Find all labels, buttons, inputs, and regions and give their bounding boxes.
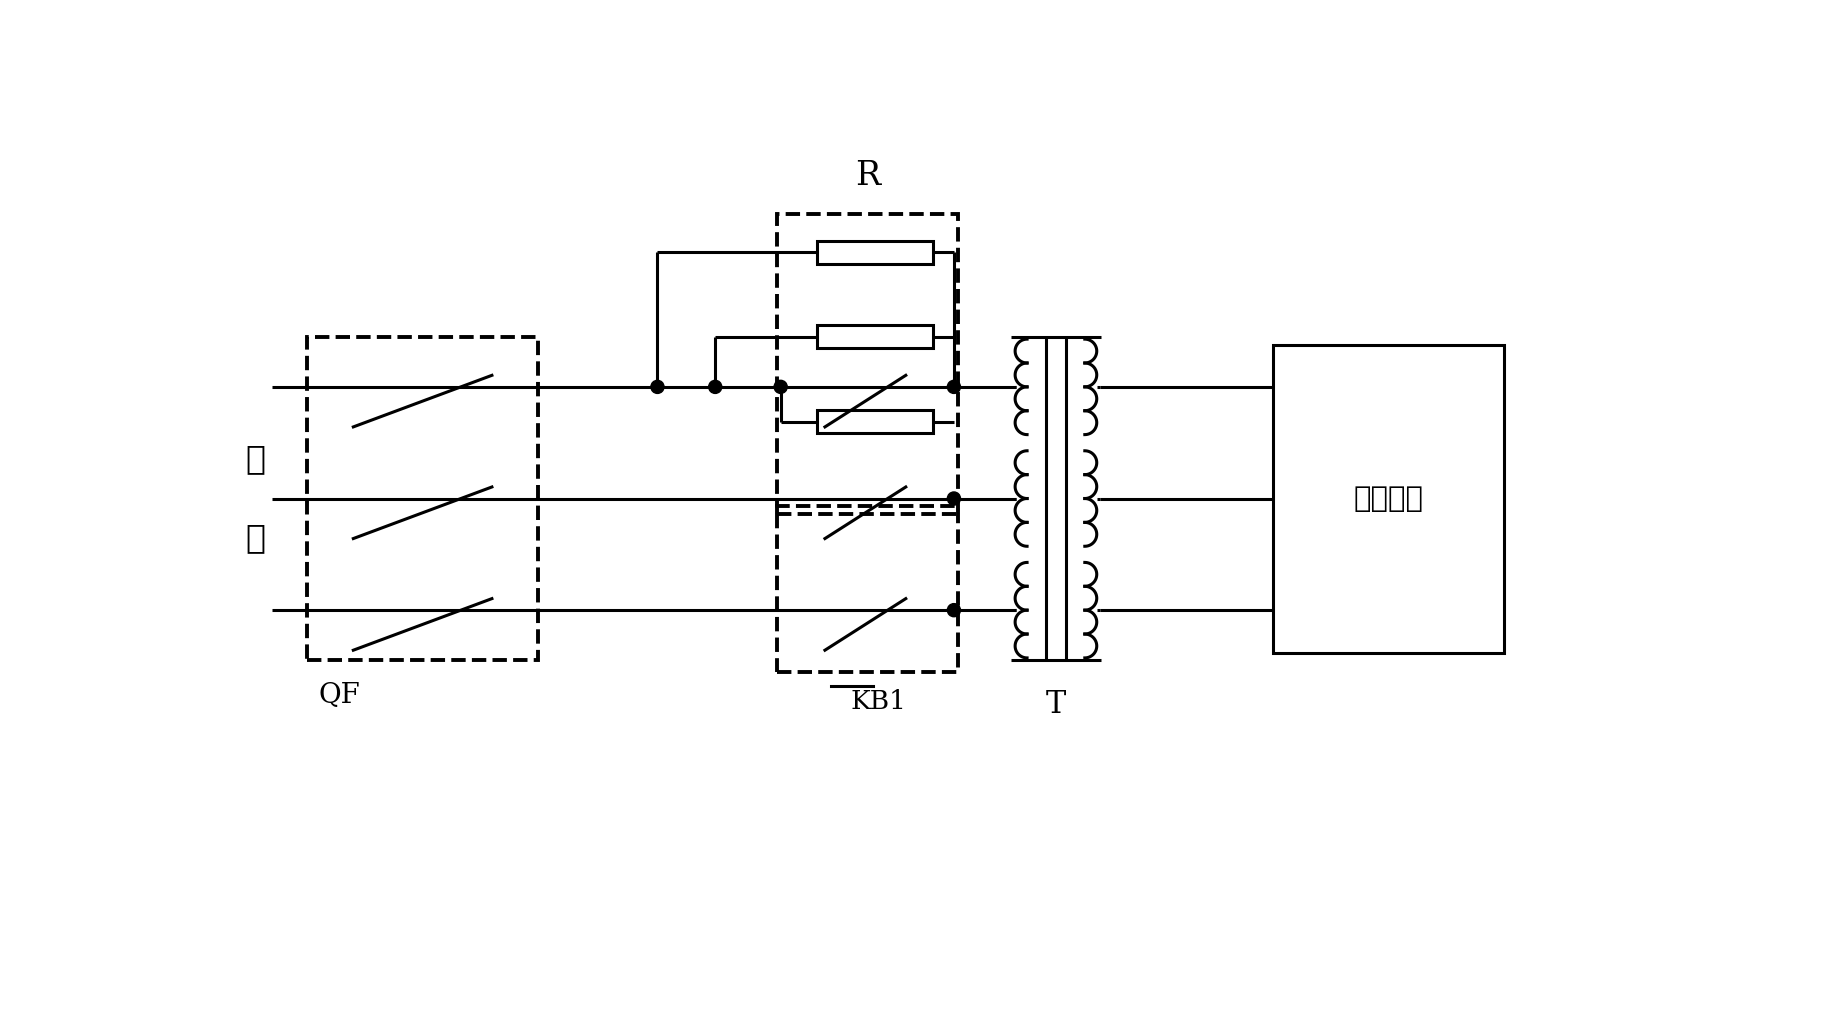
Text: QF: QF [319,681,360,709]
Circle shape [947,492,960,505]
Bar [306,337,538,660]
Bar [817,240,932,264]
Text: 用电设备: 用电设备 [1354,485,1424,513]
Bar [817,410,932,433]
Text: R: R [855,160,879,192]
Bar [817,325,932,349]
Circle shape [947,604,960,617]
Circle shape [947,381,960,394]
Text: T: T [1046,690,1066,720]
Circle shape [708,381,721,394]
Bar [1273,345,1505,653]
Text: 市: 市 [246,442,266,476]
Circle shape [651,381,664,394]
Bar [776,214,958,514]
Text: KB1: KB1 [851,688,906,714]
Text: 电: 电 [246,521,266,554]
Circle shape [774,381,787,394]
Bar [776,506,958,672]
